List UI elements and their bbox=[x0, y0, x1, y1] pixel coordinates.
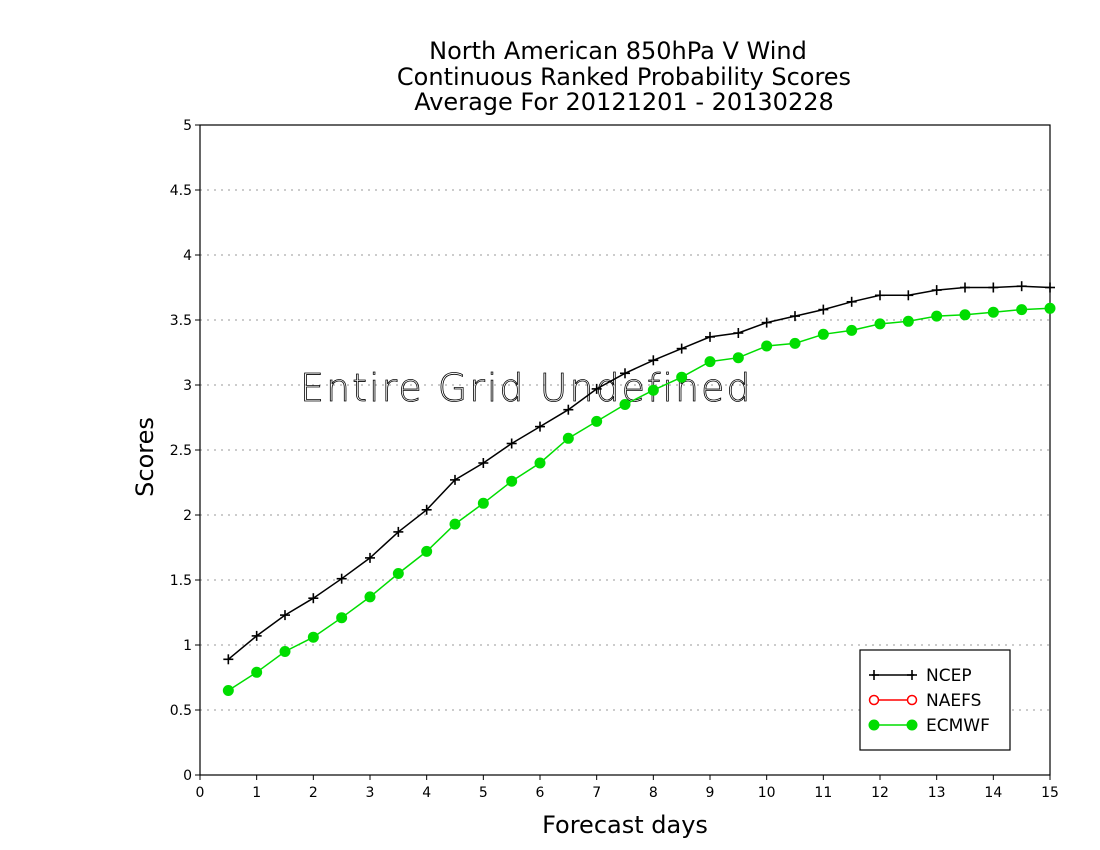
x-tick-label: 1 bbox=[252, 785, 261, 801]
data-point bbox=[251, 666, 263, 678]
y-tick-label: 3 bbox=[183, 378, 192, 394]
data-point bbox=[987, 306, 999, 318]
data-point bbox=[906, 719, 918, 731]
legend-item-ncep: NCEP bbox=[869, 666, 972, 686]
data-point bbox=[562, 432, 574, 444]
data-point bbox=[421, 545, 433, 557]
data-point bbox=[591, 415, 603, 427]
data-point bbox=[534, 457, 546, 469]
data-point bbox=[307, 631, 319, 643]
x-tick-label: 12 bbox=[871, 785, 889, 801]
x-tick-label: 10 bbox=[758, 785, 776, 801]
legend-item-ecmwf: ECMWF bbox=[868, 716, 990, 736]
y-tick-label: 0.5 bbox=[170, 703, 192, 719]
data-point bbox=[477, 497, 489, 509]
data-point bbox=[846, 324, 858, 336]
x-tick-label: 15 bbox=[1041, 785, 1059, 801]
x-tick-label: 6 bbox=[536, 785, 545, 801]
y-tick-label: 0 bbox=[183, 768, 192, 784]
y-tick-label: 5 bbox=[183, 118, 192, 134]
y-tick-label: 2 bbox=[183, 508, 192, 524]
legend: NCEP NAEFS ECMWF bbox=[859, 649, 1011, 751]
data-point bbox=[279, 646, 291, 657]
x-tick-label: 8 bbox=[649, 785, 658, 801]
data-point bbox=[868, 719, 880, 731]
data-point bbox=[874, 318, 886, 330]
title-line-3: Average For 20121201 - 20130228 bbox=[414, 88, 834, 116]
y-tick-label: 3.5 bbox=[170, 313, 192, 329]
data-point bbox=[336, 612, 348, 624]
data-point bbox=[449, 518, 461, 530]
x-tick-label: 7 bbox=[592, 785, 601, 801]
gridlines bbox=[200, 189, 1050, 711]
data-point bbox=[959, 309, 971, 321]
data-point bbox=[647, 384, 659, 396]
title-line-1: North American 850hPa V Wind bbox=[429, 37, 807, 65]
legend-item-naefs: NAEFS bbox=[868, 691, 981, 711]
title-line-2: Continuous Ranked Probability Scores bbox=[397, 63, 851, 91]
data-point bbox=[761, 340, 773, 352]
x-axis-label: Forecast days bbox=[542, 811, 708, 839]
data-point bbox=[931, 310, 943, 322]
series-ncep-line bbox=[227, 285, 1051, 660]
y-tick-label: 1.5 bbox=[170, 573, 192, 589]
legend-label: ECMWF bbox=[926, 716, 990, 736]
data-point bbox=[364, 591, 376, 603]
data-point bbox=[1044, 302, 1056, 314]
data-point bbox=[392, 568, 404, 579]
x-tick-label: 3 bbox=[366, 785, 375, 801]
y-tick-label: 1 bbox=[183, 638, 192, 654]
data-point bbox=[732, 352, 744, 364]
data-point bbox=[704, 356, 716, 368]
legend-label: NCEP bbox=[926, 666, 972, 686]
series-ecmwf bbox=[222, 302, 1056, 696]
legend-label: NAEFS bbox=[926, 691, 981, 711]
data-point bbox=[222, 685, 234, 696]
data-point bbox=[906, 694, 918, 706]
annotation-text: Entire Grid Undefined bbox=[300, 366, 753, 410]
series-layer bbox=[222, 281, 1056, 696]
data-point bbox=[1016, 304, 1028, 316]
x-tick-label: 11 bbox=[814, 785, 832, 801]
y-axis-label: Scores bbox=[131, 417, 159, 497]
x-tick-label: 14 bbox=[984, 785, 1002, 801]
series-ncep bbox=[223, 281, 1055, 665]
y-tick-label: 2.5 bbox=[170, 443, 192, 459]
x-tick-label: 13 bbox=[928, 785, 946, 801]
data-point bbox=[619, 399, 631, 410]
data-point bbox=[868, 694, 880, 706]
data-point bbox=[817, 328, 829, 340]
x-tick-label: 5 bbox=[479, 785, 488, 801]
data-point bbox=[902, 315, 914, 327]
x-tick-label: 0 bbox=[196, 785, 205, 801]
data-point bbox=[789, 337, 801, 349]
axis-ticks: 00.511.522.533.544.550 1 2 3 4 5 6 7 8 9 10 11 12 13 1… bbox=[170, 118, 1059, 801]
x-tick-label: 9 bbox=[706, 785, 715, 801]
chart-title: North American 850hPa V Wind Continuous … bbox=[397, 37, 851, 116]
x-tick-label: 4 bbox=[422, 785, 431, 801]
data-point bbox=[506, 475, 518, 487]
y-tick-label: 4.5 bbox=[170, 183, 192, 199]
y-tick-label: 4 bbox=[183, 248, 192, 264]
x-tick-label: 2 bbox=[309, 785, 318, 801]
data-point bbox=[676, 371, 688, 383]
